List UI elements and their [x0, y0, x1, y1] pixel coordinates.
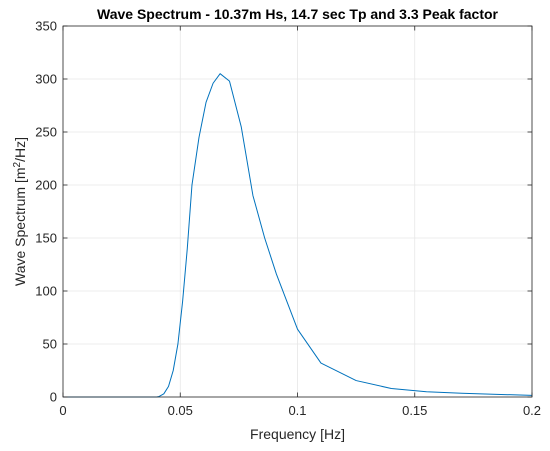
series-layer: [63, 73, 533, 398]
y-axis-label-tail: /Hz]: [12, 137, 28, 162]
y-tick-label: 350: [35, 19, 57, 34]
x-tick-label: 0.15: [402, 403, 427, 418]
y-tick-label: 50: [43, 337, 57, 352]
y-tick-label: 0: [50, 390, 57, 405]
x-tick-label: 0.2: [523, 403, 541, 418]
y-axis-label-main: Wave Spectrum [m: [12, 167, 28, 286]
label-layer: 0 0.05 0.1 0.15 0.2 0 50 100 150 200 250 300 350: [35, 19, 541, 419]
y-tick-label: 200: [35, 178, 57, 193]
tick-layer: [62, 25, 533, 398]
y-tick-label: 150: [35, 231, 57, 246]
x-tick-label: 0: [59, 403, 66, 418]
chart-title: Wave Spectrum - 10.37m Hs, 14.7 sec Tp a…: [97, 6, 499, 22]
y-tick-label: 250: [35, 125, 57, 140]
y-axis-label-superscript: 2: [12, 161, 23, 167]
spectrum-line: [63, 73, 533, 398]
y-tick-label: 300: [35, 72, 57, 87]
y-axis-label: Wave Spectrum [m2/Hz]: [12, 137, 28, 286]
x-axis-label: Frequency [Hz]: [250, 426, 345, 442]
y-tick-label: 100: [35, 284, 57, 299]
x-tick-label: 0.1: [288, 403, 306, 418]
x-tick-label: 0.05: [168, 403, 193, 418]
